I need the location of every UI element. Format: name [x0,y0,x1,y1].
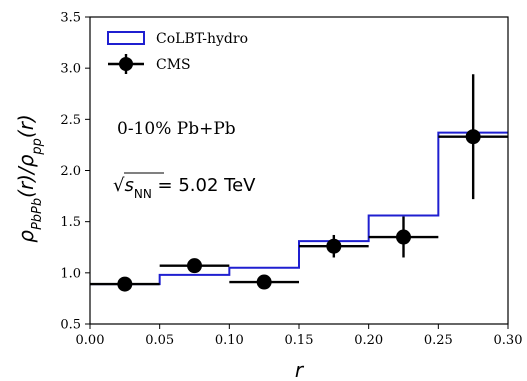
colbt-hydro-step-line [90,131,508,286]
centrality-annotation: 0-10% Pb+Pb [117,119,236,139]
energy-value: = 5.02 TeV [152,175,256,196]
x-tick-label-2: 0.05 [145,333,174,348]
y-tick-label-7: 3.5 [60,11,81,26]
cms-marker-3 [256,274,272,290]
y-axis-label-text: ρPbPb(r)/ρpp(r) [14,114,45,243]
y-tick-label-5: 2.5 [60,113,81,128]
cms-point-5 [368,216,439,258]
cms-point-2 [159,258,230,274]
y-tick-label-4: 2.0 [60,164,81,179]
legend-label-cms: CMS [156,57,191,73]
x-axis-label: r [295,358,305,381]
x-tick-label-1: 0.00 [76,333,105,348]
cms-marker-1 [117,276,133,292]
legend-label-colbt: CoLBT-hydro [156,31,248,47]
cms-marker-6 [465,129,481,145]
energy-annotation-text: √sNN = 5.02 TeV [113,175,256,201]
x-tick-label-7: 0.30 [494,333,523,348]
legend-swatch-colbt [107,31,145,45]
x-tick-label-4: 0.15 [285,333,314,348]
cms-point-6 [438,74,508,200]
cms-marker-5 [396,229,411,245]
x-tick-label-6: 0.25 [424,333,453,348]
y-axis: 0.5 1.0 1.5 2.0 2.5 3.0 3.5 [60,11,90,333]
x-axis: 0.00 0.05 0.10 0.15 0.20 0.25 0.30 [76,324,523,348]
x-tick-label-5: 0.20 [354,333,383,348]
plot-frame [89,16,509,325]
sqrt-symbol: √ [113,175,125,196]
cms-marker-4 [326,238,342,254]
y-tick-label-2: 1.0 [60,266,81,281]
cms-point-4 [299,234,369,258]
energy-variable: s [124,175,133,196]
cms-marker-2 [187,258,202,274]
energy-annotation: √sNN = 5.02 TeV [113,172,256,201]
y-tick-label-6: 3.0 [60,62,81,77]
legend-cms-marker [119,57,133,71]
y-axis-label: ρPbPb(r)/ρpp(r) [14,114,45,243]
legend-swatch-cms [108,54,144,74]
y-tick-label-1: 0.5 [60,318,81,333]
x-tick-label-3: 0.10 [215,333,244,348]
energy-subscript: NN [134,187,152,201]
cms-point-3 [229,274,299,290]
plot-marks [90,74,508,292]
y-tick-label-3: 1.5 [60,215,81,230]
legend: CoLBT-hydro CMS [107,31,248,74]
cms-point-1 [90,276,160,292]
